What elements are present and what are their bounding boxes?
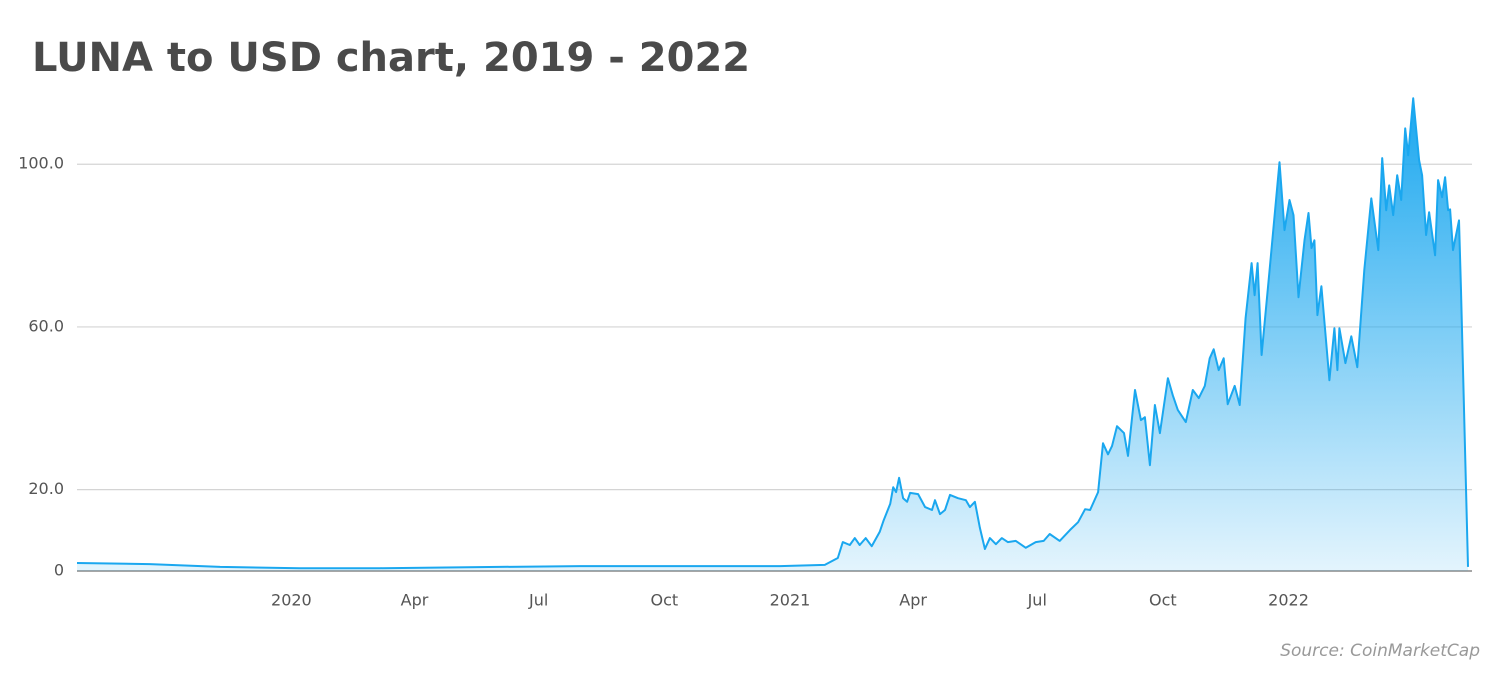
x-tick-label: 2021 — [770, 591, 811, 610]
y-tick-label: 60.0 — [28, 316, 64, 335]
x-tick-label: Jul — [528, 591, 548, 610]
x-tick-label: 2020 — [271, 591, 312, 610]
x-tick-label: Oct — [650, 591, 678, 610]
price-line — [76, 97, 1469, 570]
x-tick-label: 2022 — [1268, 591, 1309, 610]
y-tick-label: 20.0 — [28, 479, 64, 498]
y-tick-label: 0 — [54, 561, 64, 580]
x-tick-label: Jul — [1027, 591, 1047, 610]
y-tick-label: 100.0 — [18, 154, 64, 173]
x-tick-label: Apr — [401, 591, 429, 610]
x-tick-label: Apr — [899, 591, 927, 610]
source-note: Source: CoinMarketCap — [1280, 641, 1480, 661]
price-area — [77, 98, 1468, 572]
x-tick-label: Oct — [1149, 591, 1177, 610]
chart-title: LUNA to USD chart, 2019 - 2022 — [32, 35, 750, 81]
